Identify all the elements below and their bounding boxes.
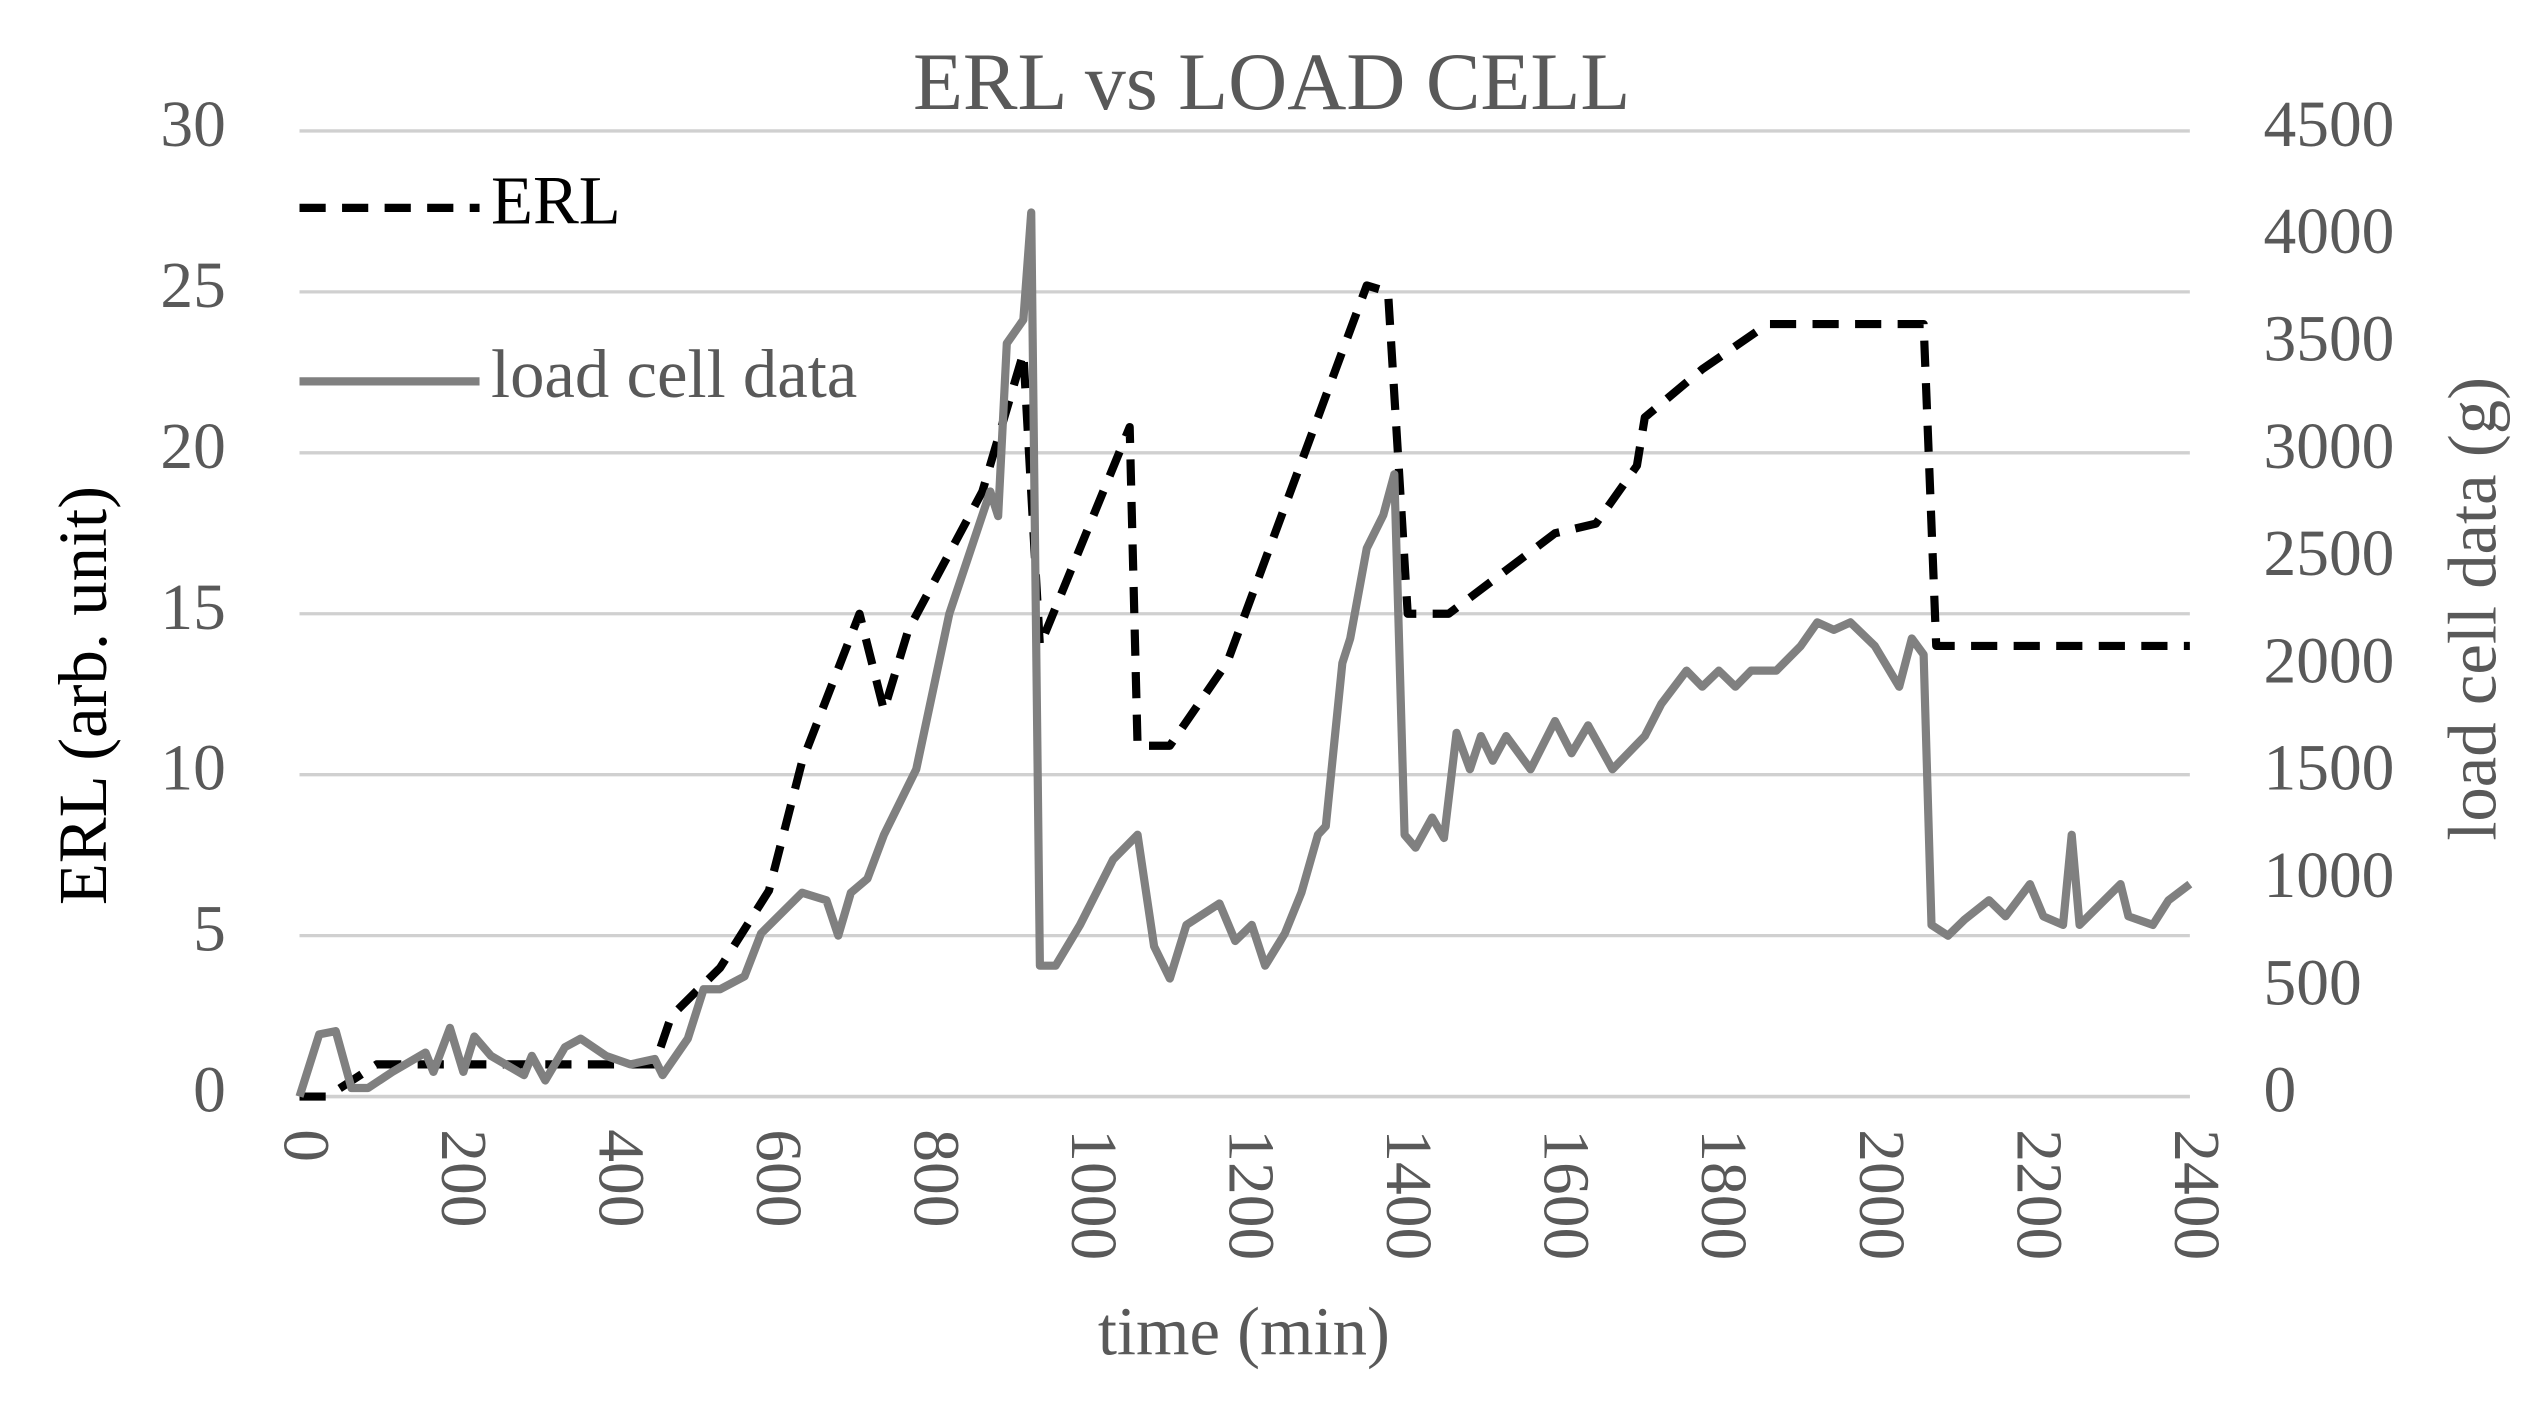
legend-label: load cell data <box>491 336 857 412</box>
x-tick-label: 800 <box>900 1129 972 1227</box>
series-line <box>295 208 2193 1098</box>
x-tick-label: 1200 <box>1215 1129 1287 1260</box>
x-tick-label: 200 <box>427 1129 499 1227</box>
x-tick-label: 1400 <box>1372 1129 1444 1260</box>
y2-tick-label: 2000 <box>2263 625 2394 697</box>
y2-tick-label: 4000 <box>2263 196 2394 268</box>
x-tick-label: 0 <box>269 1129 341 1162</box>
y-tick-label: 0 <box>193 1055 226 1127</box>
y-axis-label: ERL (arb. unit) <box>45 486 121 905</box>
x-tick-label: 1600 <box>1530 1129 1602 1260</box>
y2-tick-label: 500 <box>2263 947 2361 1019</box>
y2-axis-label: load cell data (g) <box>2434 377 2510 841</box>
y-tick-label: 30 <box>160 89 225 161</box>
y2-tick-label: 3000 <box>2263 411 2394 483</box>
y2-tick-label: 1000 <box>2263 840 2394 912</box>
x-tick-label: 2000 <box>1845 1129 1917 1260</box>
x-tick-label: 2200 <box>2002 1129 2074 1260</box>
chart-title: ERL vs LOAD CELL <box>913 36 1630 127</box>
series-line <box>299 281 2190 1101</box>
x-tick-label: 1800 <box>1687 1129 1759 1260</box>
x-axis-label: time (min) <box>1098 1294 1390 1370</box>
y2-tick-label: 3500 <box>2263 304 2394 376</box>
y-tick-label: 15 <box>160 572 225 644</box>
x-tick-label: 400 <box>585 1129 657 1227</box>
y2-tick-label: 1500 <box>2263 733 2394 805</box>
x-tick-label: 1000 <box>1057 1129 1129 1260</box>
y2-tick-label: 0 <box>2263 1055 2296 1127</box>
y2-tick-label: 4500 <box>2263 89 2394 161</box>
y-tick-label: 5 <box>193 894 226 966</box>
x-tick-label: 2400 <box>2160 1129 2232 1260</box>
y2-tick-label: 2500 <box>2263 518 2394 590</box>
y-tick-label: 25 <box>160 250 225 322</box>
y-tick-label: 20 <box>160 411 225 483</box>
y-tick-label: 10 <box>160 733 225 805</box>
legend-label: ERL <box>491 163 621 239</box>
x-tick-label: 600 <box>742 1129 814 1227</box>
